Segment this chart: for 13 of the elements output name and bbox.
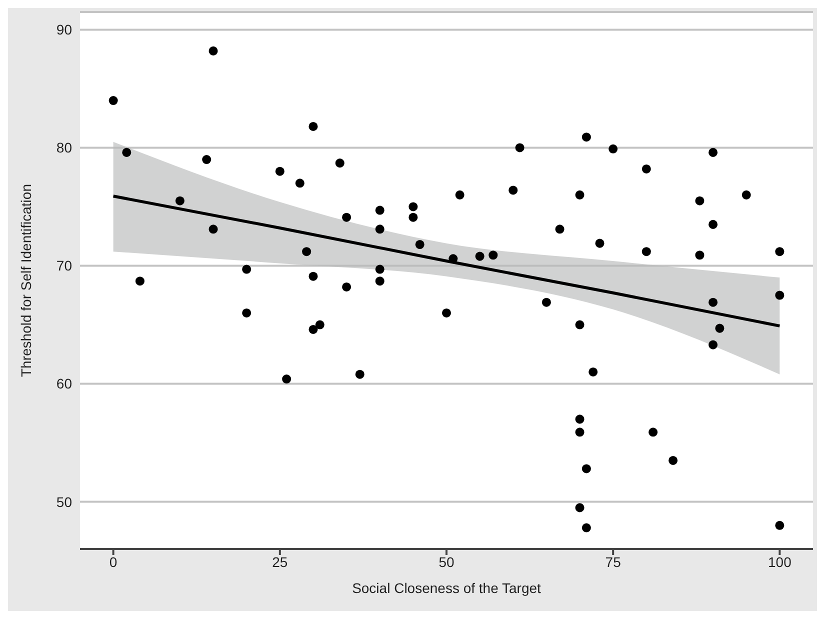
x-tick-label: 25	[272, 554, 288, 570]
y-axis-title: Threshold for Self Identification	[18, 184, 34, 377]
y-tick-label: 60	[56, 376, 72, 392]
x-tick-label: 50	[438, 554, 454, 570]
x-axis-title: Social Closeness of the Target	[352, 580, 542, 596]
line-series	[112, 194, 782, 328]
y-tick-label: 70	[56, 258, 72, 274]
x-tick-label: 75	[605, 554, 622, 570]
y-tick-label: 90	[56, 22, 72, 38]
x-tick-label: 100	[768, 554, 792, 570]
x-tick-label: 0	[109, 554, 118, 570]
y-tick-label: 80	[56, 140, 72, 156]
y-tick-label: 50	[56, 494, 72, 510]
